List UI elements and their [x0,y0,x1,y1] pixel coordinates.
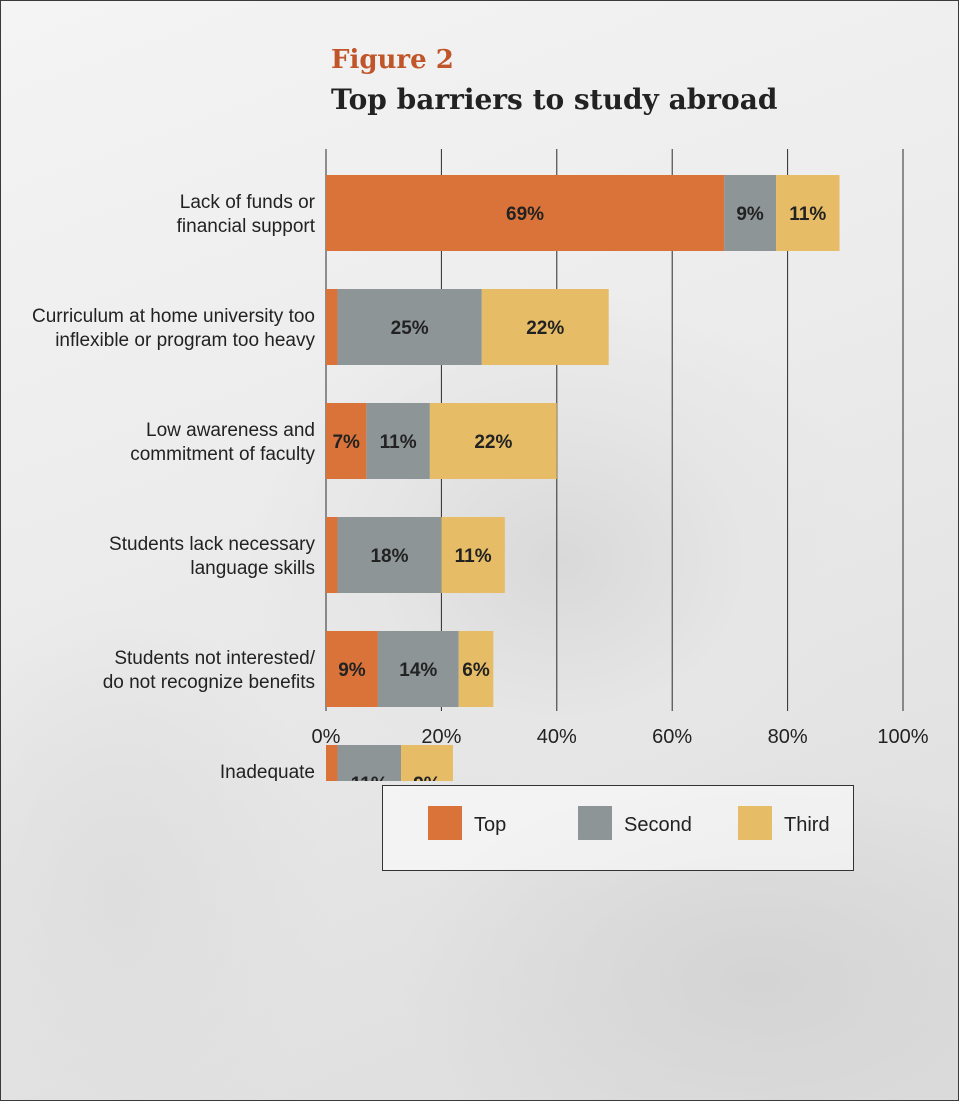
data-label: 11% [351,774,388,781]
category-label: Students not interested/ [114,648,315,669]
data-label: 25% [391,318,429,339]
bar-segment [366,403,430,479]
data-label: 11% [789,204,826,225]
category-label: do not recognize benefits [103,672,315,693]
bar-segment [458,631,494,707]
bar-segment [776,175,840,251]
legend-label-second: Second [624,814,692,836]
bar-segment [326,175,725,251]
category-label: Low awareness and [146,420,315,441]
category-label: financial support [177,216,316,237]
data-label: 11% [380,432,417,453]
category-label: language skills [190,558,315,579]
legend-swatch-top [428,806,462,840]
legend-label-top: Top [474,814,507,836]
data-label: 9% [736,204,764,225]
bar-segment [401,745,453,781]
figure-label: Figure 2 [331,45,454,75]
data-label: 22% [526,318,564,339]
x-tick-label: 0% [312,726,341,748]
bar-segment [337,517,442,593]
bar-segment [441,517,505,593]
category-label: Students lack necessary [109,534,315,555]
bar-segment [326,289,338,365]
bar-segment [337,745,402,781]
x-tick-label: 20% [421,726,461,748]
bar-segment [377,631,459,707]
bar-segment [429,403,557,479]
category-label: Inadequate [220,762,315,781]
chart-legend: Top Second Third [382,785,854,871]
category-label: commitment of faculty [130,444,315,465]
bar-segment [337,289,482,365]
x-tick-label: 40% [537,726,577,748]
legend-swatch-third [738,806,772,840]
x-tick-label: 60% [652,726,692,748]
category-label: Curriculum at home university too [32,306,315,327]
bar-chart: 0% 20% 40% 60% 80% 100% 69% 9% 11% Lack of funds … [32,149,929,781]
bar-segment [326,517,338,593]
data-label: 22% [474,432,512,453]
data-label: 18% [370,546,408,567]
bar-segment [724,175,777,251]
bar-segment [326,745,338,781]
x-tick-label: 80% [768,726,808,748]
data-label: 14% [399,660,437,681]
bar-segment [326,631,378,707]
data-label: 11% [455,546,492,567]
category-label: inflexible or program too heavy [55,330,315,351]
bar-segment [326,403,367,479]
data-label: 6% [462,660,490,681]
data-label: 9% [413,774,441,781]
category-label: Lack of funds or [180,192,316,213]
legend-label-third: Third [784,814,830,836]
x-tick-label: 100% [877,726,928,748]
data-label: 69% [506,204,544,225]
chart-title: Top barriers to study abroad [331,83,778,116]
data-label: 9% [338,660,366,681]
legend-swatch-second [578,806,612,840]
bar-segment [481,289,609,365]
data-label: 7% [332,432,360,453]
